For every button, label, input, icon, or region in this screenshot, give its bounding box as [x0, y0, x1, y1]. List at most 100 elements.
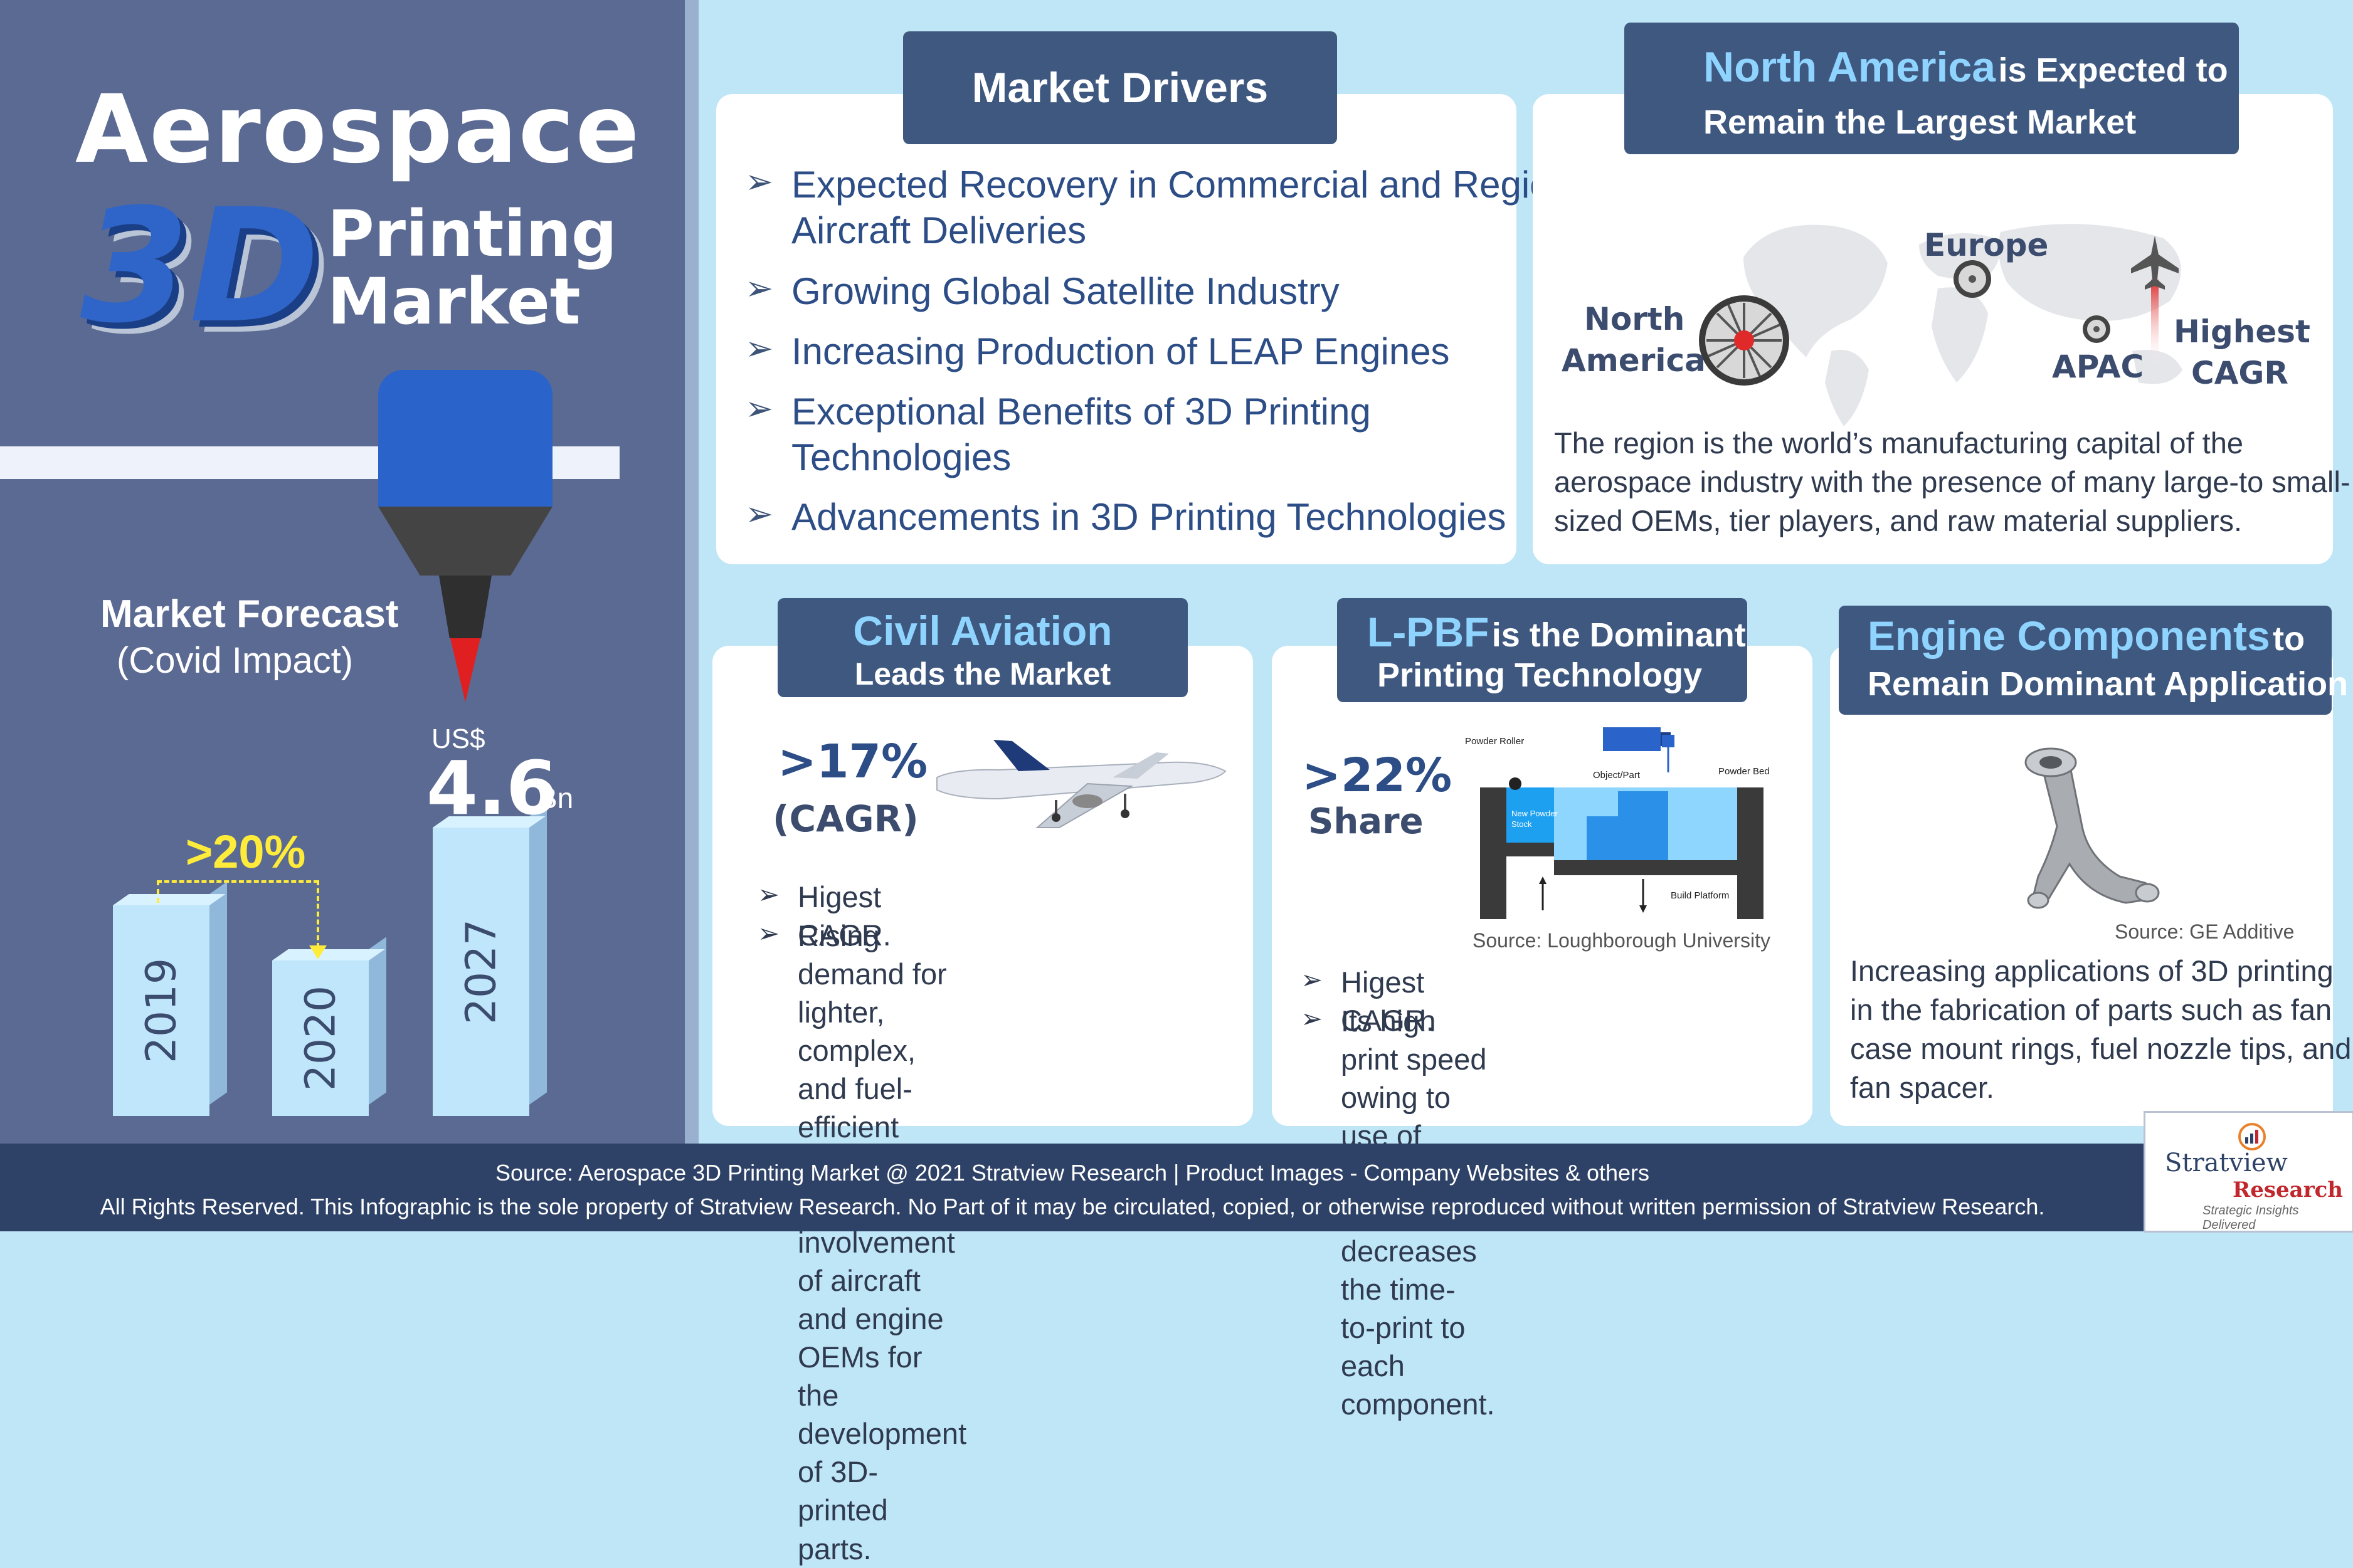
lpbf-stat: >22% [1302, 749, 1452, 802]
forecast-bar-2027: 2027 [433, 804, 547, 1116]
engine-body-line: case mount rings, fuel nozzle tips, and [1850, 1032, 2352, 1066]
arrow-right-icon: ➢ [745, 163, 774, 201]
diagram-label-line: Stock [1511, 819, 1532, 829]
forecast-value: 4.6 [426, 745, 558, 831]
panel-divider [685, 0, 699, 1144]
civil-aviation-header: Civil Aviation Leads the Market [778, 598, 1188, 697]
engine-card [1830, 646, 2333, 1126]
civil-stat-label: (CAGR) [773, 797, 919, 840]
printer-nozzle-tip [439, 576, 492, 638]
decline-connector [157, 880, 159, 903]
footer-bar [0, 1144, 2353, 1231]
hero-title-aerospace: Aerospace [75, 75, 641, 184]
map-label-apac: APAC [2052, 349, 2144, 385]
forecast-decline-label: >20% [186, 826, 306, 878]
lpbf-header-em: L-PBF [1367, 609, 1489, 655]
diagram-label: Build Platform [1671, 890, 1730, 901]
arrow-right-icon: ➢ [745, 330, 774, 367]
arrow-right-icon: ➢ [745, 495, 774, 533]
forecast-bar-label: 2027 [457, 919, 505, 1024]
diagram-label: New Powder Stock [1511, 809, 1558, 830]
arrow-right-icon: ➢ [758, 918, 780, 948]
map-label-america: America [1562, 342, 1706, 379]
forecast-bar-2020: 2020 [272, 937, 386, 1116]
engine-body-line: Increasing applications of 3D printing [1850, 954, 2334, 987]
engine-header: Engine Components to Remain Dominant App… [1839, 606, 2348, 715]
region-body-line: The region is the world’s manufacturing … [1554, 426, 2244, 460]
decline-connector [157, 880, 319, 883]
civil-bullet-text: development of 3D-printed parts. [798, 1417, 967, 1565]
driver-text: Advancements in 3D Printing Technologies [791, 496, 1506, 538]
forecast-bar-label: 2020 [296, 986, 345, 1091]
engine-marker-icon [2083, 315, 2110, 343]
engine-body: Increasing applications of 3D printing i… [1850, 952, 2351, 1107]
forecast-unit: Bn [538, 782, 574, 814]
region-header: North America is Expected to Remain the … [1624, 23, 2239, 154]
hero-title-market: Market [327, 265, 581, 340]
logo-name: Stratview [2165, 1149, 2288, 1177]
arrow-right-icon: ➢ [758, 880, 780, 909]
driver-text: Growing Global Satellite Industry [791, 270, 1340, 312]
decline-connector [317, 880, 319, 948]
forecast-bar-label: 2019 [137, 958, 186, 1063]
engine-header-em: Engine Components [1868, 613, 2270, 659]
lpbf-stat-label: Share [1308, 801, 1424, 842]
arrow-right-icon: ➢ [745, 390, 774, 428]
arrow-down-icon [309, 945, 327, 959]
lpbf-bullet-text: Higest CAGR. [1341, 966, 1434, 1038]
arrow-right-icon: ➢ [1301, 965, 1323, 994]
region-header-em: North America [1703, 43, 1996, 91]
region-body-line: sized OEMs, tier players, and raw materi… [1554, 504, 2243, 538]
engine-body-line: in the fabrication of parts such as fan [1850, 993, 2332, 1027]
forecast-bar-2019: 2019 [113, 881, 227, 1116]
forecast-subtitle: (Covid Impact) [117, 640, 354, 681]
printer-nozzle-body [378, 370, 553, 507]
engine-part-icon [2024, 747, 2160, 909]
footer-source: Source: Aerospace 3D Printing Market @ 2… [495, 1160, 1650, 1186]
hero-title-3d: 3D [80, 175, 320, 357]
lpbf-header-rest: is the Dominant [1491, 616, 1746, 654]
diagram-label: Laser [1554, 734, 1578, 744]
civil-bullet-text: and engine OEMs for the [798, 1302, 944, 1413]
engine-marker-icon [1954, 260, 1991, 298]
forecast-title: Market Forecast [100, 592, 399, 636]
engine-source: Source: GE Additive [2115, 920, 2295, 943]
lpbf-diagram [1480, 727, 1763, 919]
civil-header-line1: Civil Aviation [853, 608, 1113, 654]
diagram-label: Object/Part [1593, 770, 1641, 781]
engine-header-line2: Remain Dominant Application [1868, 665, 2349, 703]
airplane-up-icon [2131, 236, 2179, 367]
hero-title-printing: Printing [327, 197, 617, 271]
lpbf-header: L-PBF is the Dominant Printing Technolog… [1337, 598, 1747, 702]
logo-tagline: Strategic Insights Delivered [2202, 1204, 2299, 1232]
civil-bullet-text: Rising demand for lighter, [798, 919, 947, 1029]
lpbf-bullet-text: Its high print speed owing to use of [1341, 1004, 1487, 1153]
region-body-line: aerospace industry with the presence of … [1554, 465, 2350, 499]
arrow-right-icon: ➢ [745, 270, 774, 307]
engine-body-line: fan spacer. [1850, 1071, 1994, 1105]
lpbf-bullet-text: to-print to each component. [1341, 1310, 1495, 1421]
lpbf-header-line2: Printing Technology [1377, 656, 1702, 694]
map-label-europe: Europe [1924, 227, 2049, 263]
civil-aviation-card [712, 646, 1253, 1126]
jet-engine-icon [1699, 295, 1789, 386]
airplane-icon [936, 740, 1227, 828]
logo-chart-icon [2238, 1123, 2266, 1150]
footer-rights: All Rights Reserved. This Infographic is… [100, 1194, 2045, 1219]
region-body: The region is the world’s manufacturing … [1554, 424, 2350, 540]
arrow-right-icon: ➢ [1301, 1004, 1323, 1033]
driver-text: Technologies [791, 436, 1012, 479]
forecast-currency: US$ [431, 723, 485, 754]
driver-text: Increasing Production of LEAP Engines [791, 330, 1450, 372]
driver-text: Exceptional Benefits of 3D Printing [791, 391, 1371, 433]
map-label-cagr: CAGR [2191, 355, 2288, 391]
civil-header-line2: Leads the Market [854, 656, 1111, 692]
market-drivers-card [716, 94, 1516, 564]
region-header-rest: is Expected to [1998, 51, 2228, 89]
driver-text: Aircraft Deliveries [791, 209, 1087, 252]
diagram-label-line: New Powder [1511, 809, 1558, 818]
civil-stat: >17% [778, 735, 928, 789]
map-label-north: North [1584, 301, 1685, 337]
market-drivers-header: Market Drivers [903, 31, 1337, 144]
region-header-line2: Remain the Largest Market [1703, 103, 2137, 141]
